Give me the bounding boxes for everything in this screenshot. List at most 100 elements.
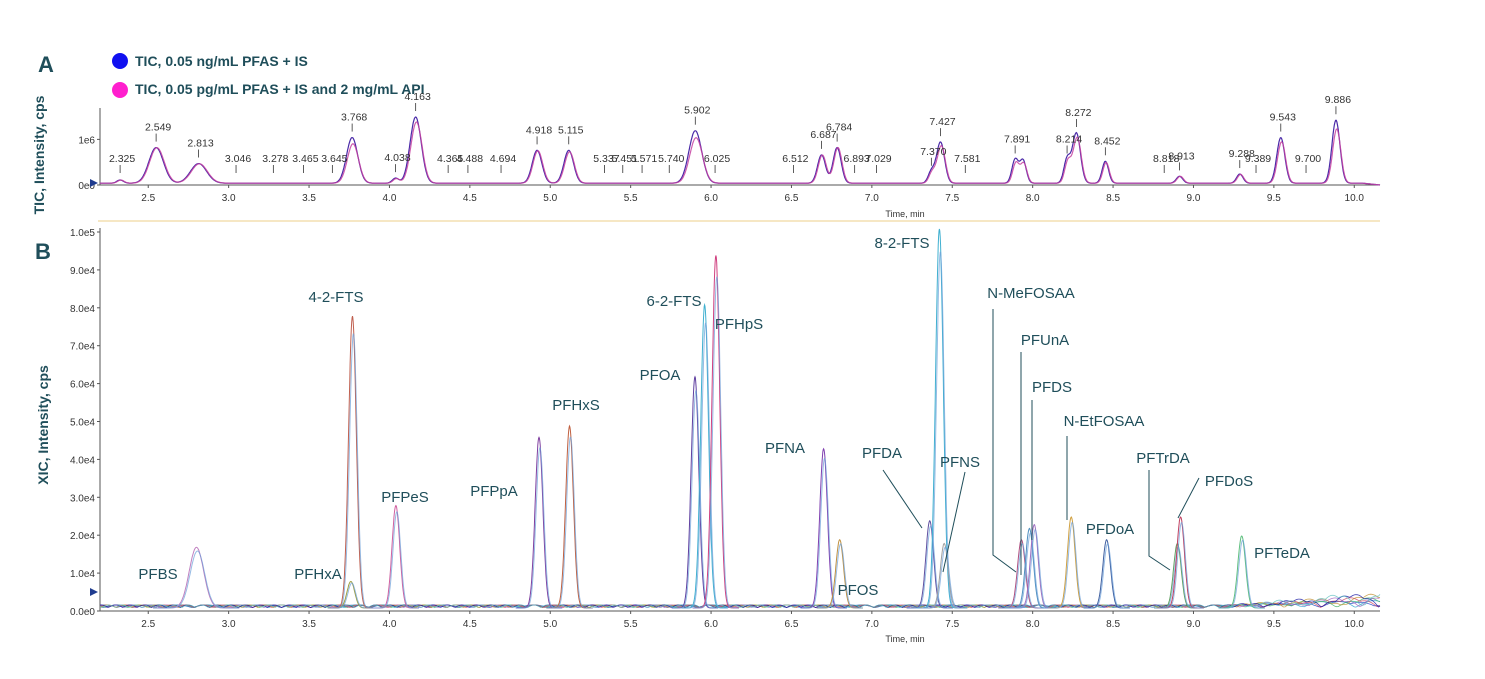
panel-b-x-tick-label: 9.0 — [1187, 619, 1201, 630]
panel-a-x-tick-label: 6.5 — [785, 193, 799, 204]
panel-a-y-tick-label: 1e6 — [78, 135, 95, 146]
panel-b-peak-4-2-FTS — [329, 315, 376, 609]
panel-a-peak-label: 2.813 — [187, 138, 213, 150]
panel-b-y-tick-label: 9.0e4 — [70, 266, 95, 277]
panel-a-x-tick-label: 5.5 — [624, 193, 638, 204]
panel-a-peak-label: 8.272 — [1065, 107, 1091, 119]
panel-b-peak-8-2-FTS — [916, 228, 963, 609]
panel-b-peak-4-2-FTS — [329, 333, 376, 609]
panel-a-letter: A — [38, 52, 54, 77]
panel-b-y-tick-label: 5.0e4 — [70, 418, 95, 429]
panel-b-peak-PFHpS — [692, 276, 739, 609]
panel-b-y-tick-label: 1.0e5 — [70, 228, 95, 239]
panel-b-x-tick-label: 10.0 — [1345, 619, 1365, 630]
panel-a-peak-label: 8.913 — [1168, 150, 1194, 162]
panel-b-y-tick-label: 3.0e4 — [70, 493, 95, 504]
panel-b-x-tick-label: 3.0 — [222, 619, 236, 630]
panel-b-peak-8-2-FTS — [916, 251, 963, 609]
panel-b-peak-PFDoA — [1083, 543, 1130, 609]
panel-b-compound-label: 6-2-FTS — [646, 293, 701, 310]
panel-b-compound-label: PFPeS — [381, 489, 429, 506]
panel-b-compound-label: PFNA — [765, 440, 805, 457]
panel-b-x-tick-label: 3.5 — [302, 619, 316, 630]
panel-b-peak-PFDoS — [1157, 522, 1204, 609]
panel-a-peak-label: 5.740 — [658, 153, 684, 165]
panel-b-y-tick-label: 1.0e4 — [70, 569, 95, 580]
panel-b-compound-label: PFBS — [138, 566, 177, 583]
panel-a-peak-label: 7.029 — [865, 153, 891, 165]
panel-b-peak-PFDA — [906, 525, 953, 609]
panel-a-x-tick-label: 3.5 — [302, 193, 316, 204]
panel-b-leader-line — [1148, 470, 1171, 571]
panel-a-peak-label: 9.886 — [1325, 94, 1351, 106]
panel-a-peak-label: 2.325 — [109, 153, 135, 165]
panel-a-peak-label: 4.163 — [405, 91, 431, 103]
panel-a-x-tick-label: 9.0 — [1187, 193, 1201, 204]
panel-b-peak-PFTrDA — [1154, 542, 1201, 609]
panel-b-peak-PFNS — [921, 542, 968, 609]
panel-b-x-tick-label: 9.5 — [1267, 619, 1281, 630]
panel-a-marker-arrow — [90, 179, 98, 187]
panel-a-trace-2 — [100, 121, 1381, 186]
panel-a-peak-label: 4.488 — [457, 153, 483, 165]
panel-b-compound-label: PFHpS — [715, 316, 763, 333]
panel-a-peak-label: 7.891 — [1004, 133, 1030, 145]
panel-b-compound-label: PFDA — [862, 445, 902, 462]
panel-a-x-axis-label: Time, min — [885, 209, 924, 219]
panel-b-plot: 2.5 3.0 3.5 4.0 4.5 5.0 5.5 6.0 6.5 7.0 7.5 8.0 8.5 9… — [70, 228, 1381, 644]
panel-a-peak-label: 3.046 — [225, 153, 251, 165]
panel-b-compound-label: PFOA — [640, 367, 681, 384]
panel-b-peak-PFDoA — [1083, 538, 1130, 609]
panel-b-x-tick-label: 7.0 — [865, 619, 879, 630]
panel-b-leader-line — [1177, 477, 1200, 519]
panel-a-peak-label: 4.038 — [384, 152, 410, 164]
panel-a-peak-label: 5.115 — [558, 124, 584, 136]
panel-b-x-tick-label: 2.5 — [141, 619, 155, 630]
panel-a-x-tick-label: 4.0 — [382, 193, 396, 204]
panel-a-peak-label: 9.700 — [1295, 153, 1321, 165]
panel-b-peak-PFHxA — [327, 582, 374, 609]
panel-a-peak-label: 4.918 — [526, 124, 552, 136]
panel-b-letter: B — [35, 239, 51, 264]
panel-b-x-tick-label: 6.0 — [704, 619, 718, 630]
panel-a-peak-label: 8.818 — [1153, 153, 1179, 165]
panel-b-leader-line — [992, 309, 1017, 573]
panel-b-compound-label: PFHxS — [552, 397, 600, 414]
panel-a-peak-label: 8.214 — [1056, 133, 1082, 145]
panel-a-x-tick-label: 2.5 — [141, 193, 155, 204]
panel-a-peak-label: 5.337 — [593, 153, 619, 165]
panel-b-x-tick-label: 5.5 — [624, 619, 638, 630]
panel-b-peak-PFPpA — [515, 447, 563, 609]
panel-b-y-tick-label: 7.0e4 — [70, 342, 95, 353]
panel-a-peak-label: 6.893 — [844, 153, 870, 165]
panel-a-x-tick-label: 9.5 — [1267, 193, 1281, 204]
panel-b-compound-label: PFDS — [1032, 379, 1072, 396]
panel-a-peak-label: 9.288 — [1229, 148, 1255, 160]
panel-a-peak-label: 6.784 — [826, 122, 852, 134]
panel-a-peak-label: 9.389 — [1245, 153, 1271, 165]
panel-a-peak-label: 6.687 — [810, 129, 836, 141]
panel-b-x-tick-label: 5.0 — [543, 619, 557, 630]
panel-b-ylabel: XIC, Intensity, cps — [35, 365, 51, 485]
panel-b-x-tick-label: 4.0 — [382, 619, 396, 630]
panel-b-peak-PFNS — [921, 547, 968, 609]
panel-a-x-tick-label: 8.0 — [1026, 193, 1040, 204]
panel-a-x-tick-label: 10.0 — [1345, 193, 1365, 204]
panel-b-marker-arrow — [90, 588, 98, 597]
panel-b-x-tick-label: 8.5 — [1106, 619, 1120, 630]
panel-a-peak-label: 4.694 — [490, 153, 516, 165]
panel-b-compound-label: PFOS — [838, 582, 879, 599]
panel-a-ylabel-text: TIC, Intensity, cps — [31, 95, 47, 214]
panel-b-leader-line — [882, 469, 923, 529]
panel-b-compound-label: PFUnA — [1021, 332, 1069, 349]
panel-b-compound-label: PFPpA — [470, 483, 518, 500]
panel-b-y-tick-label: 4.0e4 — [70, 455, 95, 466]
panel-b-compound-label: N-EtFOSAA — [1064, 413, 1145, 430]
panel-b-x-tick-label: 4.5 — [463, 619, 477, 630]
legend-label-1: TIC, 0.05 ng/mL PFAS + IS — [135, 53, 308, 69]
panel-b-peak-PFPeS — [372, 504, 419, 609]
panel-a-x-tick-label: 7.0 — [865, 193, 879, 204]
panel-a-plot: 2.5 3.0 3.5 4.0 4.5 5.0 5.5 6.0 6.5 7.0 7.5 8.0 8.5 9… — [78, 91, 1381, 219]
panel-b-compound-label: 4-2-FTS — [308, 289, 363, 306]
